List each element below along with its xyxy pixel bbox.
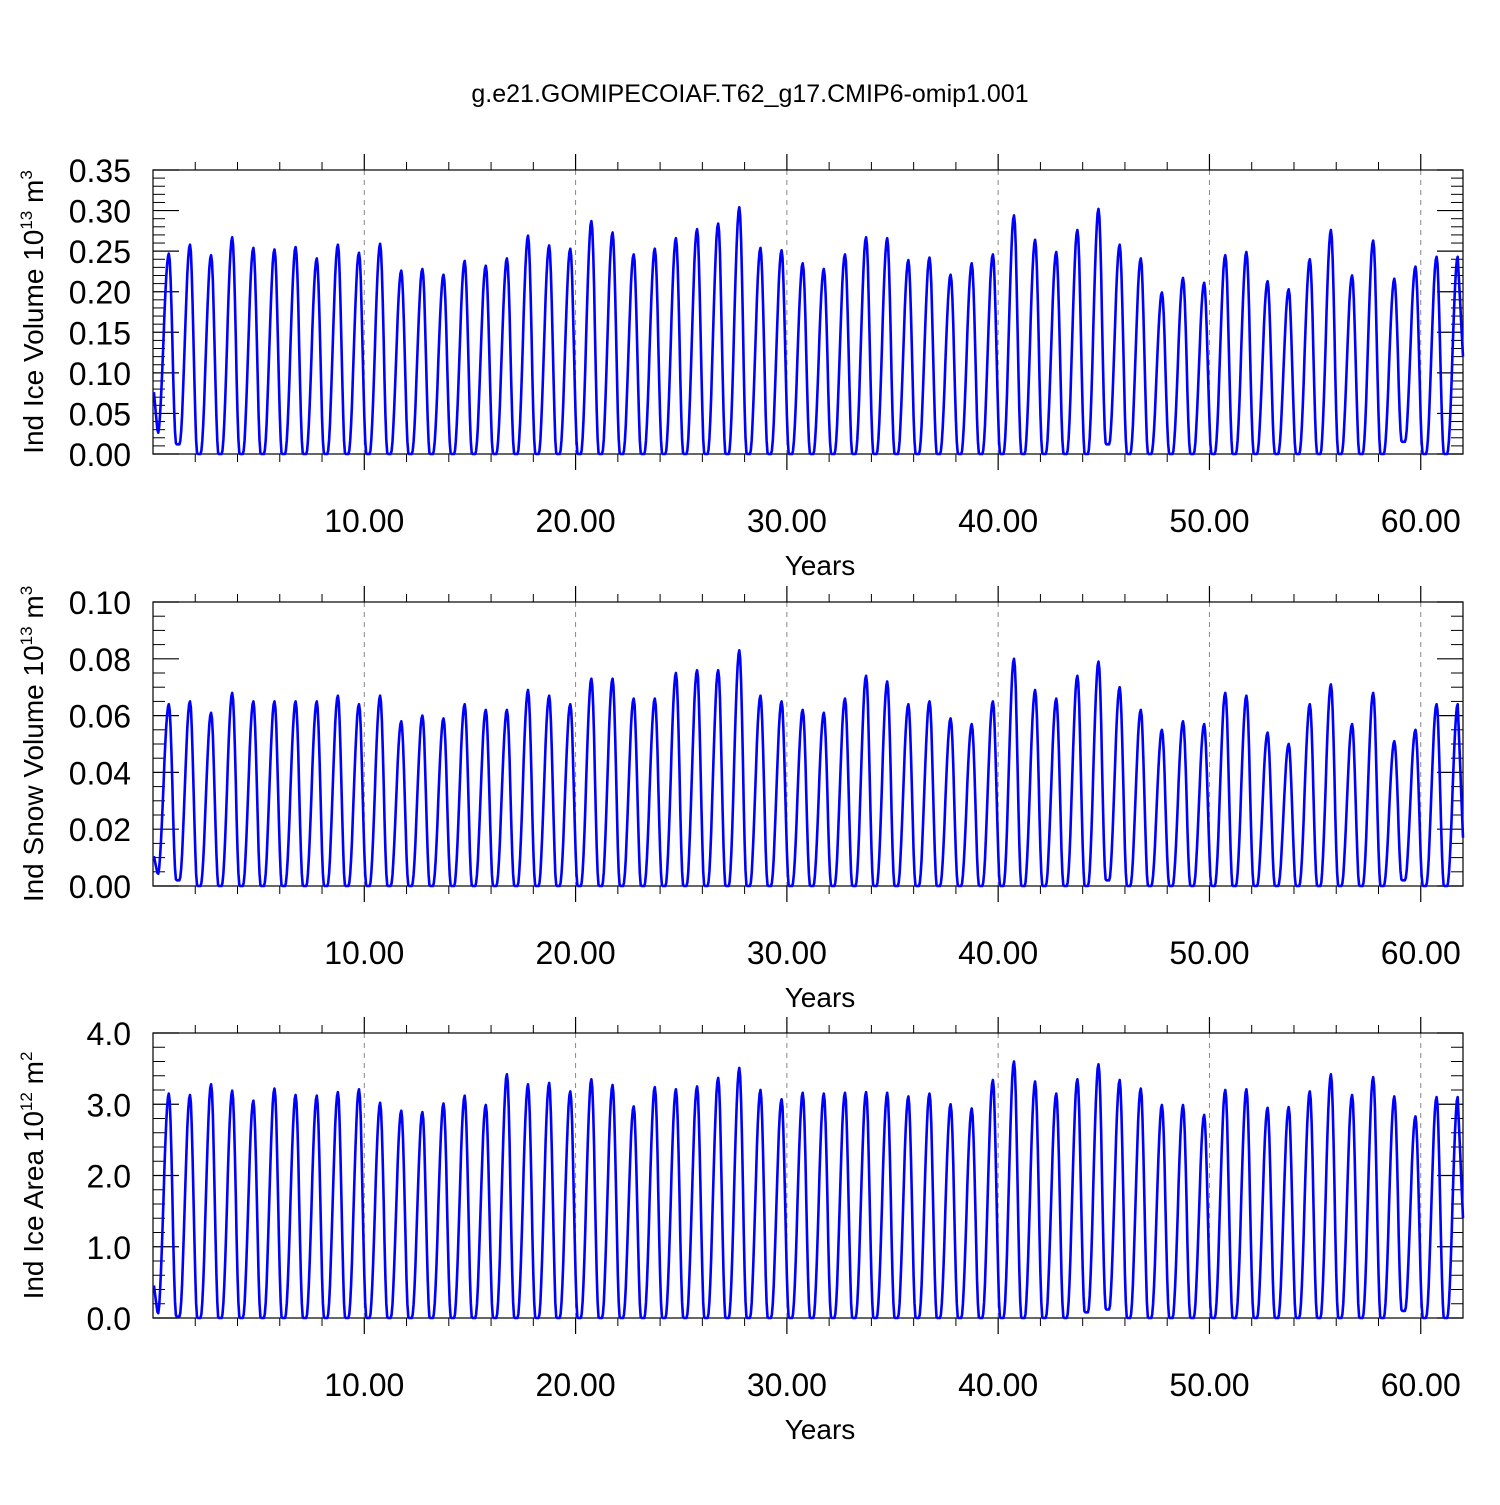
y-axis-label-exponent: 13 (17, 211, 36, 230)
y-tick-label: 0.04 (69, 755, 131, 791)
x-tick-label: 60.00 (1381, 935, 1461, 971)
y-axis-label-unit: m (18, 595, 49, 626)
y-tick-label: 0.15 (69, 315, 131, 351)
y-tick-label: 0.02 (69, 812, 131, 848)
y-tick-label: 2.0 (87, 1159, 131, 1195)
y-axis-label: Ind Ice Area 1012 m2 (17, 1052, 49, 1300)
x-tick-label: 50.00 (1169, 1367, 1249, 1403)
y-axis-label-exponent: 12 (17, 1092, 36, 1111)
x-tick-label: 10.00 (324, 935, 404, 971)
y-tick-label: 0.08 (69, 642, 131, 678)
series-line-3 (152, 1060, 1465, 1320)
x-tick-label: 30.00 (747, 1367, 827, 1403)
series-line-1 (152, 206, 1465, 456)
y-tick-label: 0.10 (69, 585, 131, 621)
figure-title: g.e21.GOMIPECOIAF.T62_g17.CMIP6-omip1.00… (471, 80, 1029, 108)
x-tick-label: 40.00 (958, 503, 1038, 539)
y-axis-label-exponent: 13 (17, 626, 36, 645)
chart-panel-2: 10.00 20.00 30.00 40.00 50.00 60.00 0.00 0.02 0.… (17, 585, 1465, 1013)
y-axis-label-text: Ind Ice Area 10 (18, 1111, 49, 1299)
y-tick-label: 4.0 (87, 1016, 131, 1052)
y-axis-label-text: Ind Snow Volume 10 (18, 645, 49, 902)
x-tick-label: 10.00 (324, 1367, 404, 1403)
y-axis-label-unit: m (18, 1061, 49, 1092)
x-tick-label: 20.00 (536, 503, 616, 539)
x-tick-label: 60.00 (1381, 1367, 1461, 1403)
y-axis-label-text: Ind Ice Volume 10 (18, 230, 49, 454)
y-tick-label: 1.0 (87, 1230, 131, 1266)
x-tick-label: 40.00 (958, 935, 1038, 971)
x-tick-label: 20.00 (536, 935, 616, 971)
chart-panel-1: 10.00 20.00 30.00 40.00 50.00 60.00 0.00 0.05 0.… (17, 153, 1465, 581)
x-tick-label: 10.00 (324, 503, 404, 539)
x-axis-label: Years (785, 982, 856, 1013)
y-tick-label: 0.00 (69, 869, 131, 905)
x-axis-label: Years (785, 1414, 856, 1445)
y-axis-label: Ind Snow Volume 1013 m3 (17, 586, 49, 902)
x-tick-label: 50.00 (1169, 503, 1249, 539)
series-line-2 (152, 648, 1465, 888)
x-tick-label: 30.00 (747, 935, 827, 971)
y-tick-label: 3.0 (87, 1087, 131, 1123)
y-axis-label-unit: m (18, 180, 49, 211)
y-tick-label: 0.06 (69, 699, 131, 735)
y-tick-label: 0.05 (69, 396, 131, 432)
x-axis-label: Years (785, 550, 856, 581)
y-tick-label: 0.20 (69, 275, 131, 311)
y-axis-label-unit-exponent: 3 (17, 170, 36, 179)
chart-panel-3: 10.00 20.00 30.00 40.00 50.00 60.00 0.0 1.0 2.0 3… (17, 1016, 1465, 1445)
y-tick-label: 0.25 (69, 234, 131, 270)
y-tick-label: 0.0 (87, 1301, 131, 1337)
x-tick-label: 30.00 (747, 503, 827, 539)
y-axis-label-unit-exponent: 3 (17, 586, 36, 595)
y-tick-label: 0.30 (69, 194, 131, 230)
y-tick-label: 0.10 (69, 356, 131, 392)
x-tick-label: 60.00 (1381, 503, 1461, 539)
x-tick-label: 40.00 (958, 1367, 1038, 1403)
plot-frame (152, 169, 1464, 455)
y-axis-label: Ind Ice Volume 1013 m3 (17, 170, 49, 454)
x-tick-label: 20.00 (536, 1367, 616, 1403)
y-tick-label: 0.35 (69, 153, 131, 189)
y-axis-label-unit-exponent: 2 (17, 1052, 36, 1061)
x-tick-label: 50.00 (1169, 935, 1249, 971)
y-tick-label: 0.00 (69, 437, 131, 473)
